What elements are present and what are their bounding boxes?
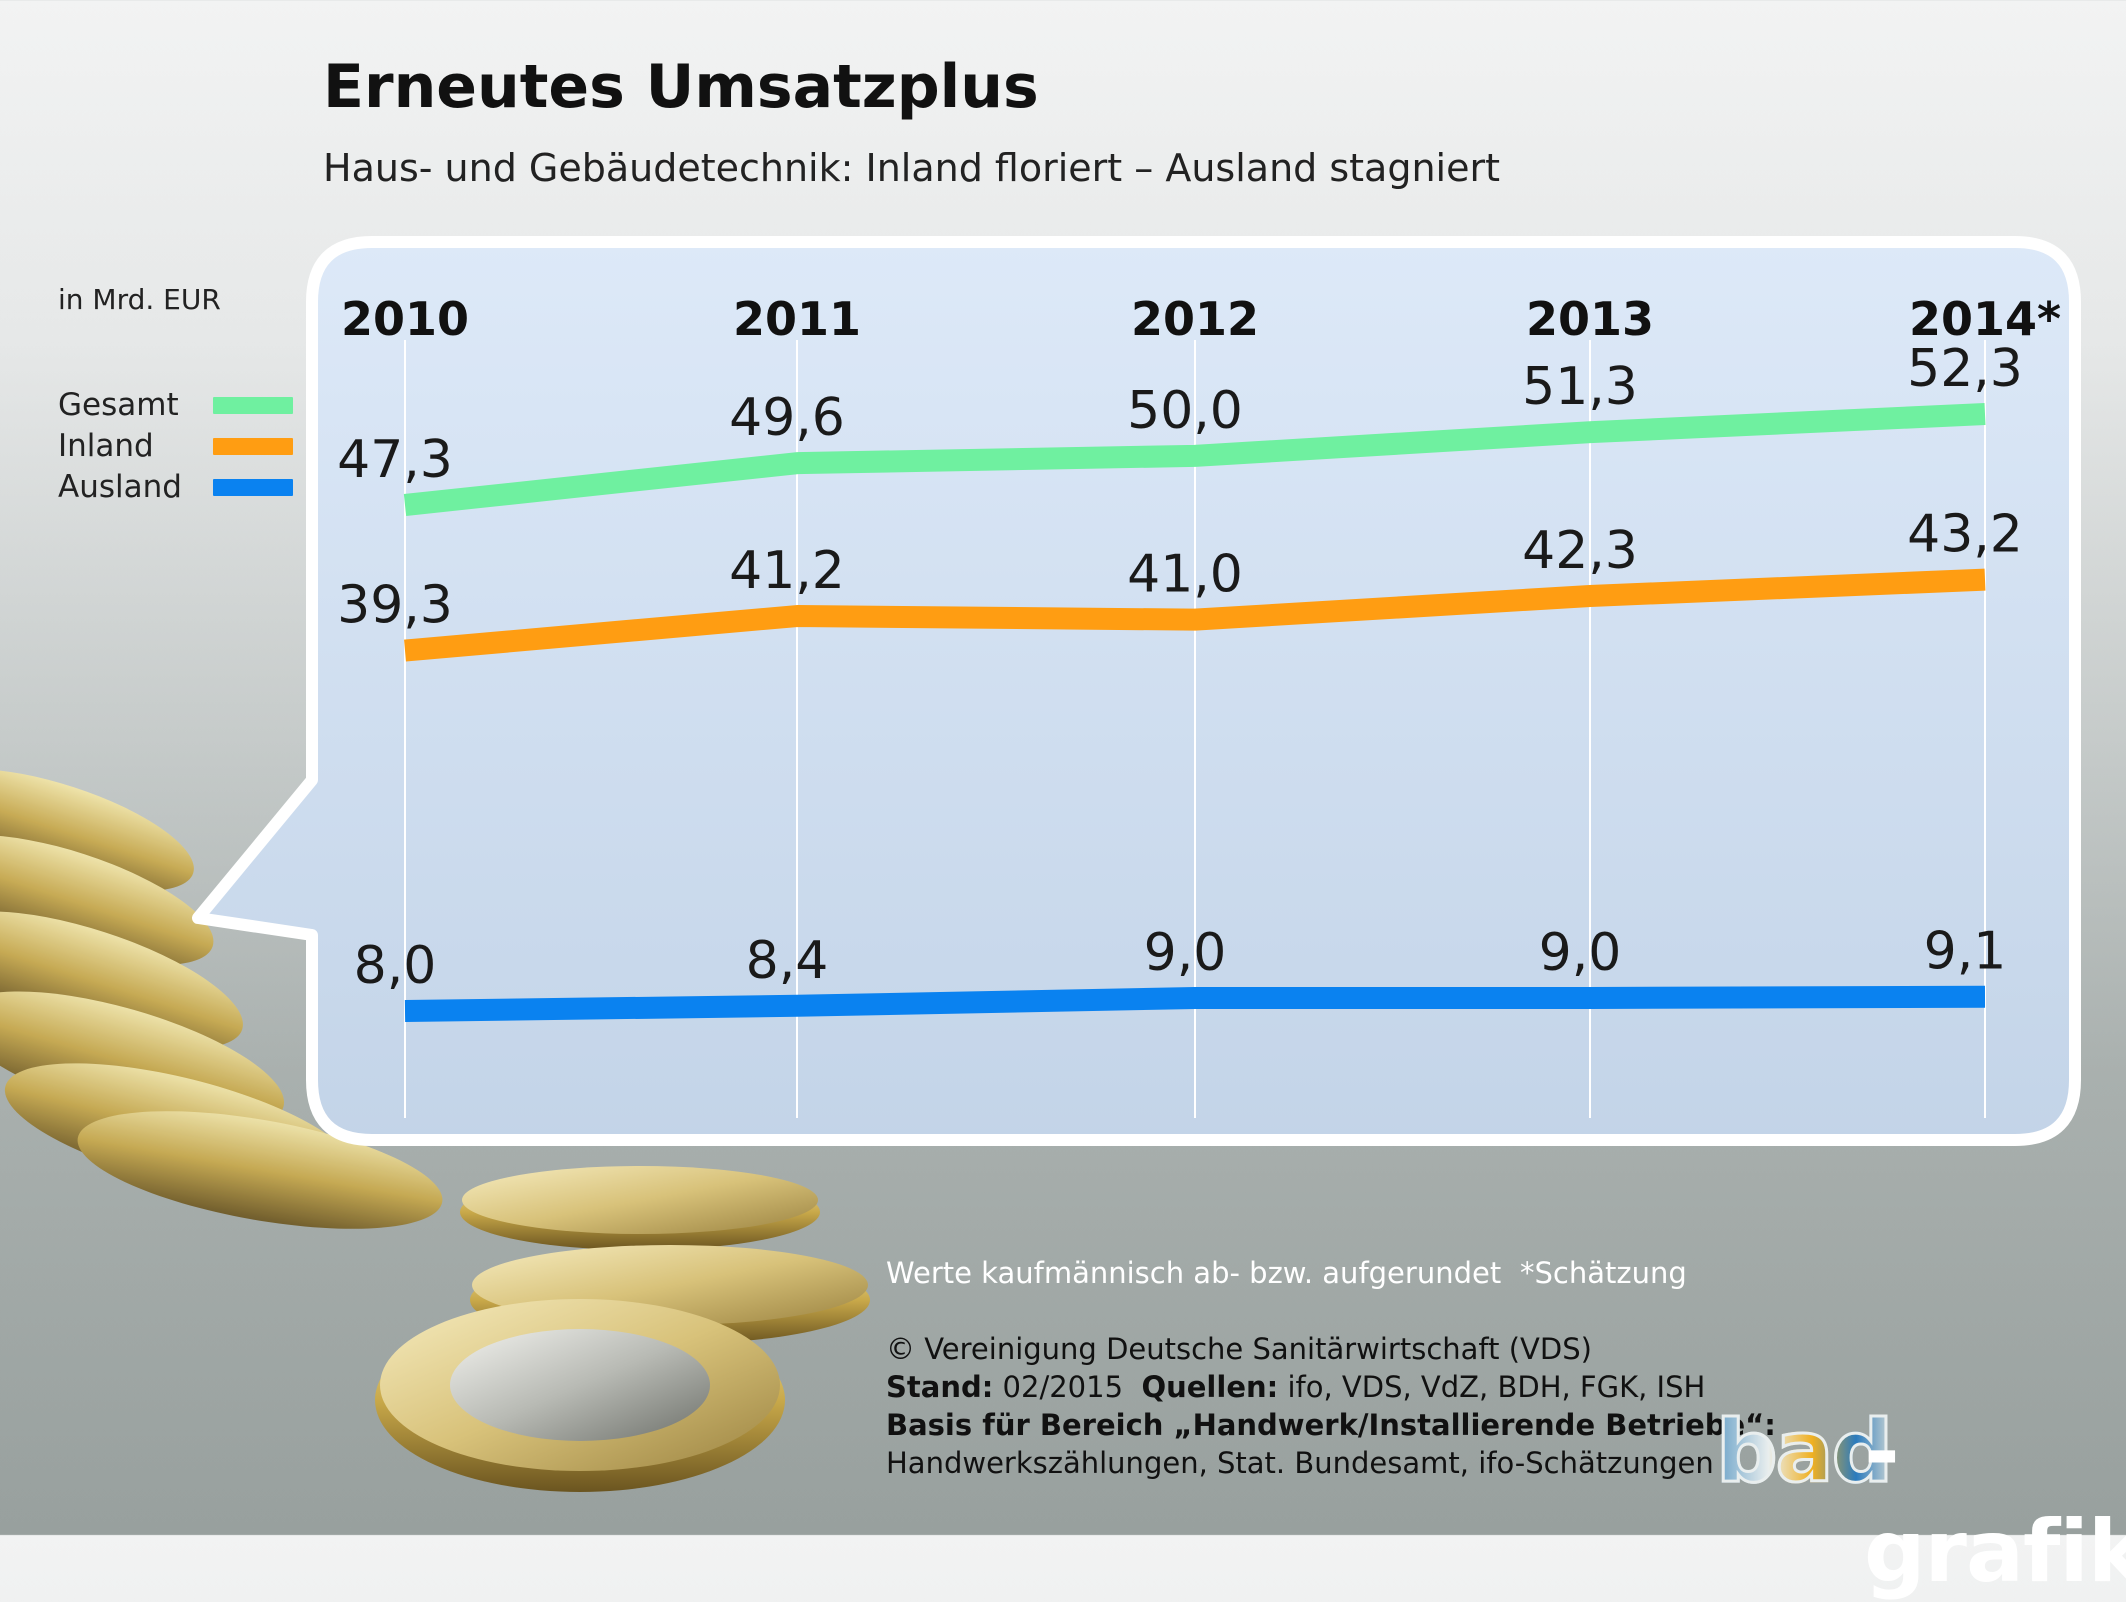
data-label: 47,3 xyxy=(337,430,453,490)
logo-part-bad: bad xyxy=(1714,1401,1894,1504)
x-tick-label: 2013 xyxy=(1526,292,1654,346)
stand-sources-line: Stand: 02/2015 Quellen: ifo, VDS, VdZ, B… xyxy=(886,1370,1705,1404)
data-label: 8,4 xyxy=(746,931,829,991)
data-label: 49,6 xyxy=(729,388,845,448)
coin-stack-illustration xyxy=(0,769,870,1492)
data-label: 51,3 xyxy=(1522,357,1638,417)
legend-item-ausland: Ausland xyxy=(58,467,298,507)
coin-row-tilted xyxy=(0,769,443,1229)
basis-sources: Handwerkszählungen, Stat. Bundesamt, ifo… xyxy=(886,1446,1714,1480)
data-label: 42,3 xyxy=(1522,521,1638,581)
estimate-note: *Schätzung xyxy=(1520,1256,1687,1290)
copyright-text: © Vereinigung Deutsche Sanitärwirtschaft… xyxy=(886,1332,1592,1366)
legend-label: Ausland xyxy=(58,469,182,505)
rounding-note: Werte kaufmännisch ab- bzw. aufgerundet xyxy=(886,1256,1502,1290)
data-label: 9,0 xyxy=(1539,923,1622,983)
series-line-ausland xyxy=(404,985,1986,1022)
x-tick-label: 2014* xyxy=(1909,292,2061,346)
chart-bubble: 2010 2011 2012 2013 2014* 47,3 49,6 50,0 51,3 52… xyxy=(198,242,2075,1140)
data-label: 9,0 xyxy=(1144,923,1227,983)
legend-label: Gesamt xyxy=(58,387,179,423)
series-lines xyxy=(403,403,1986,1022)
data-label: 39,3 xyxy=(337,576,453,636)
sources-label: Quellen: xyxy=(1141,1370,1279,1404)
chart-title: Erneutes Umsatzplus xyxy=(323,52,1039,122)
x-tick-label: 2010 xyxy=(341,292,469,346)
legend-item-gesamt: Gesamt xyxy=(58,385,298,425)
legend-label: Inland xyxy=(58,428,154,464)
data-label: 52,3 xyxy=(1907,339,2023,399)
data-label: 41,0 xyxy=(1127,545,1243,605)
data-label: 43,2 xyxy=(1907,505,2023,565)
bad-grafik-logo: bad -grafik xyxy=(1714,1401,2126,1602)
coin-stack-bottom xyxy=(375,1166,870,1492)
sources-value: ifo, VDS, VdZ, BDH, FGK, ISH xyxy=(1287,1370,1706,1404)
x-tick-label: 2011 xyxy=(733,292,861,346)
series-line-gesamt xyxy=(403,403,1986,516)
logo-part-grafik: -grafik xyxy=(1864,1402,2126,1602)
series-line-inland xyxy=(404,568,1986,662)
legend-swatch xyxy=(213,397,293,414)
data-label: 50,0 xyxy=(1127,381,1243,441)
data-label: 8,0 xyxy=(354,936,437,996)
chart-subtitle: Haus- und Gebäudetechnik: Inland florier… xyxy=(323,146,1500,190)
data-label: 9,1 xyxy=(1924,922,2007,982)
legend-swatch xyxy=(213,438,293,455)
legend-item-inland: Inland xyxy=(58,426,298,466)
year-labels: 2010 2011 2012 2013 2014* xyxy=(341,292,2061,346)
legend-swatch xyxy=(213,479,293,496)
data-label: 41,2 xyxy=(729,541,845,601)
stand-value: 02/2015 xyxy=(1002,1370,1124,1404)
stand-label: Stand: xyxy=(886,1370,994,1404)
unit-label: in Mrd. EUR xyxy=(58,283,221,316)
basis-label: Basis für Bereich „Handwerk/Installieren… xyxy=(886,1408,1776,1442)
x-tick-label: 2012 xyxy=(1131,292,1259,346)
data-labels: 47,3 49,6 50,0 51,3 52,3 39,3 41,2 41,0 42,3 43,2… xyxy=(337,339,2023,996)
